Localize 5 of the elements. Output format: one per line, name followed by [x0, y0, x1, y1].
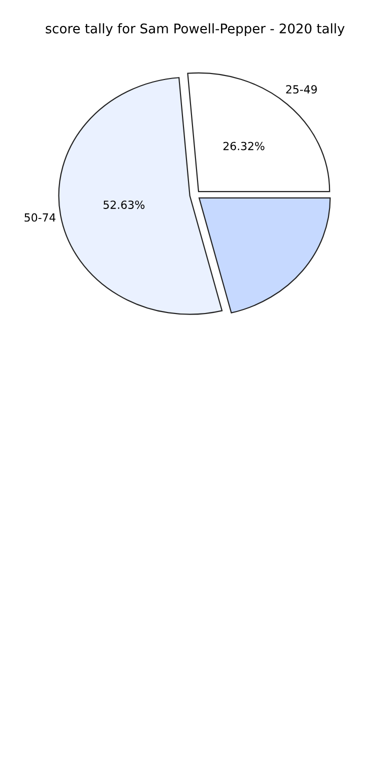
chart-title: score tally for Sam Powell-Pepper - 2020 tally [46, 23, 345, 36]
data-label: 52.63% [104, 200, 144, 209]
slice-label: 25-49 [286, 85, 317, 94]
data-label: 26.32% [223, 142, 264, 150]
slice-label: 50-74 [24, 213, 56, 222]
